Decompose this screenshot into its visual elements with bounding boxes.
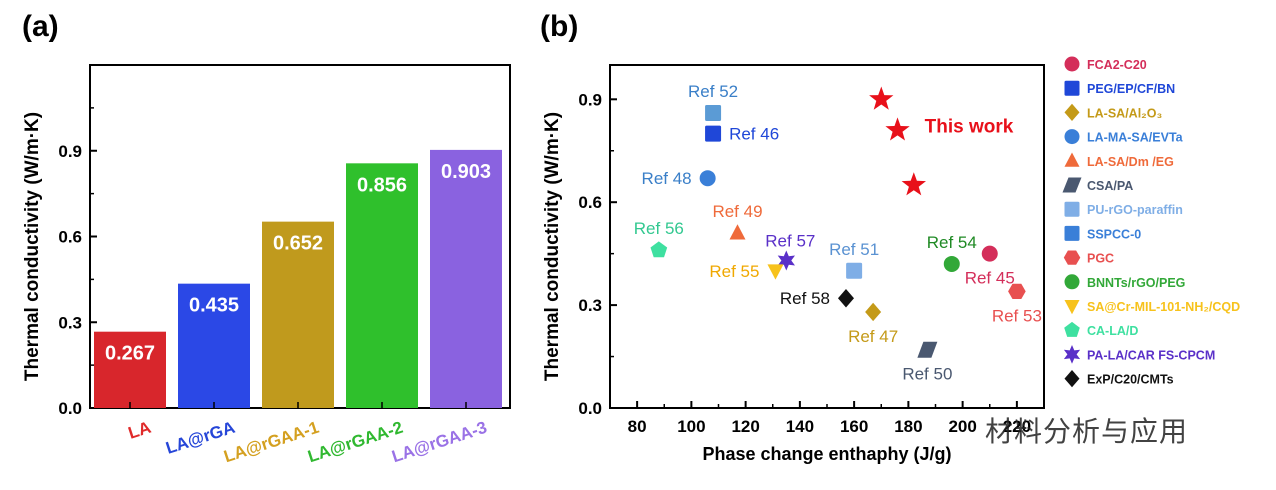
- point-label: Ref 58: [780, 289, 830, 308]
- point-label: Ref 46: [729, 125, 779, 144]
- x-tick-label: 200: [948, 417, 976, 436]
- x-category-label: LA@rGAA-3: [389, 418, 489, 467]
- x-tick-label: 180: [894, 417, 922, 436]
- bar-value-label: 0.903: [441, 161, 491, 183]
- point-this-work-15: [885, 117, 910, 141]
- point-ref-45: [981, 245, 998, 262]
- point-label: Ref 52: [688, 82, 738, 101]
- bar-value-label: 0.652: [273, 233, 323, 255]
- legend-label: CSA/PA: [1087, 179, 1133, 193]
- point-ref-49: [729, 224, 746, 240]
- legend-label: PGC: [1087, 252, 1114, 266]
- legend-marker: [1064, 225, 1080, 241]
- point-label: Ref 55: [709, 262, 759, 281]
- point-ref-50: [917, 341, 938, 358]
- x-category-label: LA@rGAA-2: [305, 418, 405, 467]
- x-tick-label: 80: [628, 417, 647, 436]
- legend-label: PU-rGO-paraffin: [1087, 203, 1183, 217]
- point-ref-52: [705, 105, 722, 122]
- legend-marker: [1064, 300, 1080, 315]
- legend-marker: [1063, 250, 1081, 265]
- y-tick-label: 0.9: [58, 142, 82, 161]
- legend-label: BNNTs/rGO/PEG: [1087, 276, 1185, 290]
- x-tick-label: 100: [677, 417, 705, 436]
- legend-label: LA-SA/Al₂O₃: [1087, 106, 1162, 120]
- legend-marker: [1063, 345, 1081, 364]
- y-axis-label: Thermal conductivity (W/m·K): [542, 112, 563, 381]
- point-label: Ref 57: [765, 232, 815, 251]
- bar-LA@rGAA-1: [262, 221, 334, 408]
- x-category-label: LA: [126, 418, 153, 443]
- point-label: Ref 47: [848, 327, 898, 346]
- point-label: Ref 53: [992, 306, 1042, 325]
- point-this-work-14: [869, 86, 894, 110]
- legend-marker: [1062, 177, 1082, 193]
- legend-label: CA-LA/D: [1087, 324, 1138, 338]
- point-ref-51: [846, 262, 863, 279]
- point-ref-53: [1008, 283, 1026, 299]
- y-tick-label: 0.3: [58, 313, 82, 332]
- legend-label: LA-MA-SA/EVTa: [1087, 131, 1184, 145]
- x-tick-label: 120: [731, 417, 759, 436]
- x-tick-label: 220: [1003, 417, 1031, 436]
- legend-marker: [1064, 129, 1080, 145]
- point-ref-47: [865, 302, 882, 322]
- y-tick-label: 0.6: [578, 193, 602, 212]
- legend-marker: [1064, 80, 1080, 96]
- scatter-chart: 0.0 0.3 0.6 0.9 80 100 120 140 160 180 200 220 Therm…: [542, 56, 1240, 464]
- point-ref-48: [699, 170, 716, 187]
- watermark-text: 材料分析与应用: [985, 415, 1189, 448]
- legend-marker: [1064, 103, 1080, 122]
- bar-chart: 0.0 0.3 0.6 0.9 Thermal conductivity (W/m·K)…: [22, 64, 511, 467]
- bar-LA@rGAA-3: [430, 149, 502, 408]
- y-axis-label: Thermal conductivity (W/m·K): [22, 112, 43, 381]
- legend-label: LA-SA/Dm /EG: [1087, 155, 1174, 169]
- point-ref-56: [650, 241, 668, 258]
- point-ref-46: [705, 125, 722, 142]
- point-label: Ref 49: [712, 202, 762, 221]
- x-tick-label: 140: [786, 417, 814, 436]
- annotation-this-work: This work: [925, 117, 1014, 138]
- legend-label: FCA2-C20: [1087, 58, 1147, 72]
- legend-marker: [1064, 274, 1080, 290]
- bar-LA@rGA: [178, 283, 250, 408]
- x-tick-label: 160: [840, 417, 868, 436]
- point-label: Ref 51: [829, 240, 879, 259]
- y-tick-label: 0.0: [578, 399, 602, 418]
- bar-LA: [94, 331, 166, 408]
- point-ref-54: [943, 255, 960, 272]
- legend-label: SA@Cr-MIL-101-NH₂/CQD: [1087, 300, 1240, 314]
- bar-value-label: 0.435: [189, 295, 239, 317]
- y-tick-label: 0.0: [58, 399, 82, 418]
- legend-marker: [1064, 56, 1080, 72]
- bar-value-label: 0.856: [357, 174, 407, 196]
- point-label: Ref 50: [902, 365, 952, 384]
- bar-LA@rGAA-2: [346, 163, 418, 408]
- point-ref-57: [777, 250, 795, 271]
- panel-label-a: (a): [22, 10, 59, 43]
- point-label: Ref 48: [642, 169, 692, 188]
- point-ref-58: [837, 289, 854, 308]
- point-ref-55: [767, 264, 784, 280]
- point-this-work-16: [901, 172, 926, 196]
- bar-value-label: 0.267: [105, 343, 155, 365]
- panel-label-b: (b): [540, 10, 579, 43]
- y-tick-label: 0.9: [578, 90, 602, 109]
- legend-label: PEG/EP/CF/BN: [1087, 82, 1175, 96]
- x-category-label: LA@rGAA-1: [221, 418, 321, 467]
- legend-marker: [1064, 321, 1080, 337]
- point-label: Ref 45: [965, 269, 1015, 288]
- y-tick-label: 0.6: [58, 228, 82, 247]
- y-tick-label: 0.3: [578, 296, 602, 315]
- point-label: Ref 56: [634, 219, 684, 238]
- point-label: Ref 54: [927, 233, 977, 252]
- legend-label: PA-LA/CAR FS-CPCM: [1087, 348, 1215, 362]
- legend-label: ExP/C20/CMTs: [1087, 373, 1174, 387]
- legend-marker: [1064, 152, 1080, 167]
- legend-label: SSPCC-0: [1087, 227, 1141, 241]
- x-axis-label: Phase change enthaphy (J/g): [702, 444, 951, 464]
- legend-marker: [1064, 201, 1080, 217]
- legend-marker: [1064, 369, 1080, 388]
